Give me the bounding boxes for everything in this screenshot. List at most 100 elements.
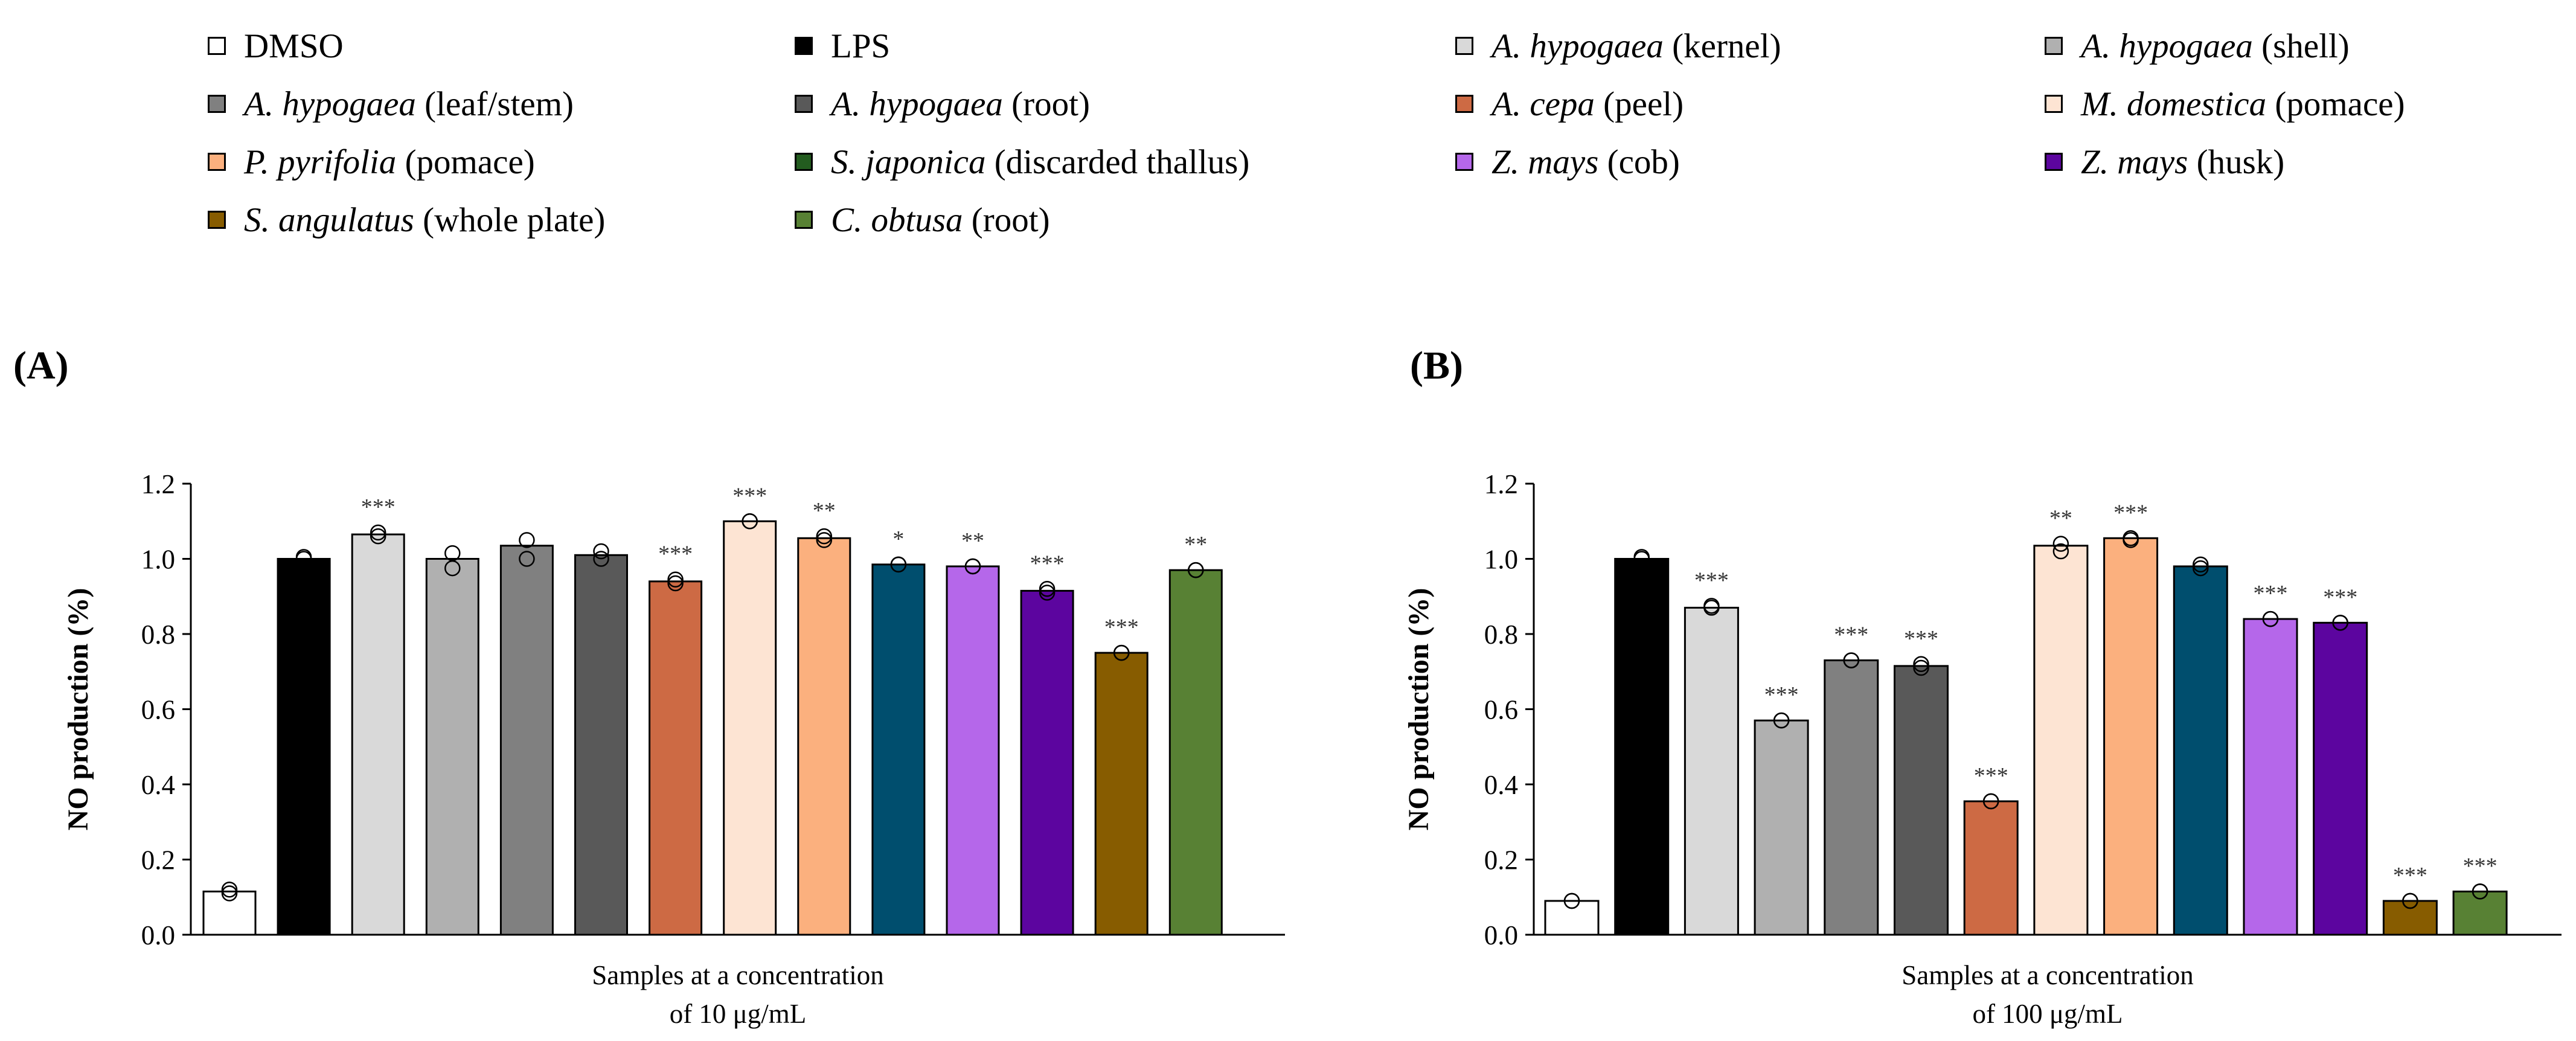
data-point xyxy=(221,885,238,902)
y-tick-label: 1.2 xyxy=(141,469,175,499)
bar xyxy=(1094,652,1149,936)
data-point xyxy=(890,556,907,573)
chart-b: 0.0 0.2 0.4 0.6 0.8 1.0 1.2 NO production (%) **… xyxy=(1403,469,2562,1029)
data-point xyxy=(1633,549,1650,565)
legend: DMSO LPS A. hypogaea (kernel) A. hypogaea (… xyxy=(0,0,2576,254)
data-point xyxy=(593,551,609,567)
legend-swatch xyxy=(795,153,813,171)
bar xyxy=(2452,890,2508,936)
legend-swatch xyxy=(1455,95,1473,113)
bar xyxy=(1544,900,1600,936)
legend-item-pp-pomace: P. pyrifolia (pomace) xyxy=(208,138,535,186)
legend-item-zm-cob: Z. mays (cob) xyxy=(1455,138,1680,186)
legend-part: (root) xyxy=(1002,85,1090,123)
y-tick-label: 1.0 xyxy=(141,545,175,575)
y-tick-label: 0.8 xyxy=(1484,620,1518,650)
y-tick-label: 0.6 xyxy=(141,695,175,725)
legend-part: (root) xyxy=(963,200,1050,239)
legend-item-co-root: C. obtusa (root) xyxy=(795,196,1050,244)
y-axis-title: NO production (%) xyxy=(62,588,94,831)
significance-label: *** xyxy=(1764,682,1799,708)
data-point xyxy=(2262,610,2279,627)
legend-species: P. pyrifolia xyxy=(244,143,397,181)
legend-part: (kernel) xyxy=(1663,27,1781,65)
legend-item-ah-shell: A. hypogaea (shell) xyxy=(2045,22,2350,70)
panel-label-a: (A) xyxy=(13,344,69,388)
legend-swatch xyxy=(795,211,813,229)
bar xyxy=(574,554,628,936)
significance-label: ** xyxy=(813,498,836,524)
data-point xyxy=(593,543,609,560)
significance-label: ** xyxy=(2049,506,2072,531)
legend-label: S. angulatus (whole plate) xyxy=(244,203,605,237)
bar xyxy=(1754,719,1809,936)
data-point xyxy=(2193,560,2209,577)
data-point xyxy=(2052,536,2069,552)
y-tick-label: 0.4 xyxy=(1484,770,1518,800)
legend-item-ah-leafstem: A. hypogaea (leaf/stem) xyxy=(208,80,574,128)
y-tick-label: 0.4 xyxy=(141,770,175,800)
legend-label: Z. mays (husk) xyxy=(2081,145,2284,179)
legend-item-sa-plate: S. angulatus (whole plate) xyxy=(208,196,605,244)
bar xyxy=(277,558,331,936)
legend-species: Z. mays xyxy=(2081,143,2188,181)
panel-label-b: (B) xyxy=(1410,344,1463,388)
y-tick-label: 0.6 xyxy=(1484,695,1518,725)
data-point xyxy=(2402,892,2418,909)
data-point xyxy=(667,575,684,592)
data-point xyxy=(221,882,238,898)
data-point xyxy=(667,571,684,588)
legend-swatch xyxy=(2045,153,2063,171)
significance-label: *** xyxy=(1104,615,1139,640)
legend-species: A. cepa xyxy=(1491,85,1595,123)
significance-label: *** xyxy=(1904,626,1938,652)
bar xyxy=(1824,659,1879,936)
x-axis-title-line: of 100 μg/mL xyxy=(1972,999,2123,1029)
bar xyxy=(1614,558,1670,936)
legend-label: A. hypogaea (kernel) xyxy=(1491,29,1781,63)
bar xyxy=(2382,900,2438,936)
legend-item-ac-peel: A. cepa (peel) xyxy=(1455,80,1684,128)
significance-label: ** xyxy=(1184,532,1207,557)
legend-species: S. japonica xyxy=(831,143,986,181)
bar xyxy=(1684,606,1739,936)
y-tick-label: 0.0 xyxy=(141,920,175,950)
data-point xyxy=(1913,656,1929,673)
legend-item-lps: LPS xyxy=(795,22,890,70)
significance-label: * xyxy=(892,527,904,552)
y-tick-label: 1.2 xyxy=(1484,469,1518,499)
data-point xyxy=(1703,598,1720,614)
y-axis-title: NO production (%) xyxy=(1403,588,1435,831)
legend-label: A. hypogaea (shell) xyxy=(2081,29,2350,63)
legend-swatch xyxy=(1455,37,1473,55)
legend-species: A. hypogaea xyxy=(831,85,1003,123)
data-point xyxy=(1039,581,1056,597)
data-point xyxy=(1913,659,1929,676)
legend-label: P. pyrifolia (pomace) xyxy=(244,145,535,179)
bar xyxy=(202,890,257,936)
significance-label: *** xyxy=(1834,623,1868,648)
x-axis-title-line: Samples at a concentration xyxy=(592,960,884,990)
significance-label: *** xyxy=(658,542,693,567)
x-axis-title-line: of 10 μg/mL xyxy=(670,999,807,1029)
legend-part: (pomace) xyxy=(396,143,535,181)
data-point xyxy=(2332,615,2348,631)
significance-label: *** xyxy=(2463,853,2498,879)
data-point xyxy=(1843,652,1860,668)
legend-item-ah-root: A. hypogaea (root) xyxy=(795,80,1090,128)
legend-swatch xyxy=(208,153,226,171)
legend-part: (shell) xyxy=(2252,27,2350,65)
data-point xyxy=(816,528,833,545)
legend-part: (leaf/stem) xyxy=(415,85,574,123)
legend-label: A. hypogaea (leaf/stem) xyxy=(244,87,574,121)
bar xyxy=(1020,589,1074,936)
data-point xyxy=(2123,530,2139,546)
legend-part: (husk) xyxy=(2188,143,2285,181)
data-point xyxy=(1039,585,1056,601)
bar xyxy=(1963,800,2019,936)
legend-swatch xyxy=(795,37,813,55)
legend-species: Z. mays xyxy=(1491,143,1599,181)
legend-swatch xyxy=(2045,95,2063,113)
data-point xyxy=(1773,712,1790,729)
y-tick-label: 0.2 xyxy=(141,845,175,876)
